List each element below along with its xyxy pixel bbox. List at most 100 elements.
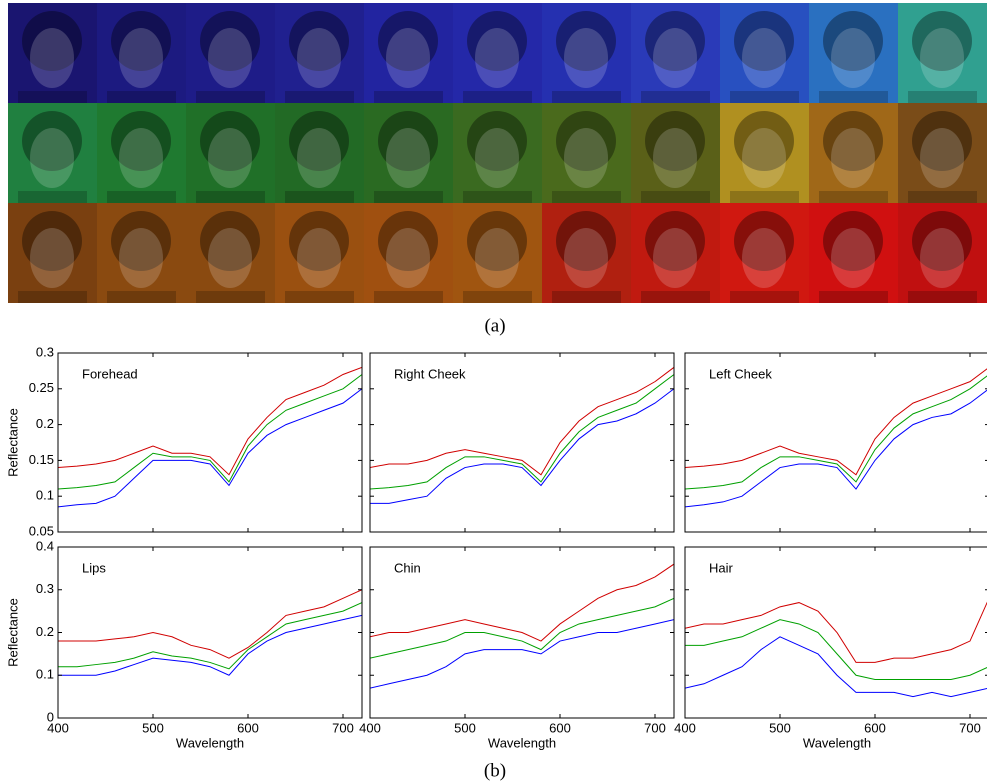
face — [386, 228, 430, 288]
face-tile — [8, 203, 97, 303]
face — [119, 128, 163, 188]
hair — [200, 111, 260, 171]
face-tile — [186, 203, 275, 303]
shoulders — [463, 191, 532, 203]
face-tile — [8, 103, 97, 203]
hair — [556, 11, 616, 71]
face — [831, 228, 875, 288]
y-tick-label: 0.1 — [36, 667, 54, 682]
chart: Left Cheek — [684, 352, 987, 533]
face-tile — [453, 3, 542, 103]
shoulders — [18, 291, 87, 303]
y-tick-label: 0 — [47, 709, 54, 724]
shoulders — [107, 291, 176, 303]
face — [742, 28, 786, 88]
face-tile — [542, 203, 631, 303]
y-tick-label: 0.4 — [36, 538, 54, 553]
plot-area — [685, 547, 987, 718]
face-tile — [720, 203, 809, 303]
hair — [734, 211, 794, 271]
hair — [289, 111, 349, 171]
face-tile — [186, 103, 275, 203]
series-line — [370, 366, 674, 476]
shoulders — [908, 291, 977, 303]
face — [30, 228, 74, 288]
series-line — [685, 619, 987, 681]
x-tick-label: 700 — [959, 720, 981, 735]
face — [831, 28, 875, 88]
x-tick-label: 500 — [142, 720, 164, 735]
shoulders — [285, 91, 354, 103]
plot-area — [370, 353, 674, 532]
plot-area — [58, 353, 362, 532]
series-line — [370, 563, 674, 642]
series-line — [685, 375, 987, 490]
y-tick-label: 0.05 — [29, 523, 54, 538]
face-tile — [720, 3, 809, 103]
face-tile — [542, 3, 631, 103]
face-tile — [809, 203, 898, 303]
hair — [467, 211, 527, 271]
shoulders — [196, 291, 265, 303]
panel-title: Lips — [82, 560, 106, 575]
series-line — [58, 366, 362, 476]
series-line — [58, 589, 362, 659]
panel-title: Right Cheek — [394, 366, 466, 381]
chart: 0.05 0.1 0.15 0.2 0.25 0.3 Forehead Reflectance — [5, 344, 363, 538]
hair — [111, 211, 171, 271]
face — [564, 228, 608, 288]
x-tick-label: 700 — [332, 720, 354, 735]
face-tile — [542, 103, 631, 203]
hair — [823, 11, 883, 71]
y-tick-label: 0.1 — [36, 488, 54, 503]
shoulders — [908, 91, 977, 103]
face — [119, 28, 163, 88]
face — [742, 228, 786, 288]
shoulders — [819, 91, 888, 103]
face — [297, 28, 341, 88]
shoulders — [18, 191, 87, 203]
series-line — [685, 389, 987, 508]
y-tick-label: 0.2 — [36, 416, 54, 431]
face — [208, 28, 252, 88]
shoulders — [463, 91, 532, 103]
y-tick-label: 0.2 — [36, 624, 54, 639]
face-tile — [275, 203, 364, 303]
hair — [289, 211, 349, 271]
hair — [556, 111, 616, 171]
face — [920, 228, 964, 288]
series-line — [58, 602, 362, 670]
shoulders — [730, 191, 799, 203]
face — [475, 228, 519, 288]
shoulders — [285, 291, 354, 303]
hair — [378, 111, 438, 171]
face-tile — [898, 3, 987, 103]
y-axis-label: Reflectance — [5, 408, 20, 477]
face — [386, 28, 430, 88]
series-line — [370, 374, 674, 490]
chart: 400 500 600 700 Chin Wavelength — [359, 546, 675, 750]
x-tick-label: 400 — [674, 720, 696, 735]
x-tick-label: 500 — [454, 720, 476, 735]
chart: 400 500 600 700 Hair Wavelength — [674, 546, 987, 750]
face-tile — [898, 203, 987, 303]
face-tile — [186, 3, 275, 103]
x-axis-label: Wavelength — [488, 735, 556, 750]
face-tile — [8, 3, 97, 103]
hair — [645, 11, 705, 71]
face — [564, 128, 608, 188]
hair — [289, 11, 349, 71]
x-tick-label: 700 — [644, 720, 666, 735]
face-tile — [898, 103, 987, 203]
shoulders — [730, 291, 799, 303]
face-tile — [809, 103, 898, 203]
face-tile — [275, 3, 364, 103]
x-tick-label: 500 — [769, 720, 791, 735]
hair — [823, 211, 883, 271]
hair — [200, 11, 260, 71]
x-tick-label: 400 — [47, 720, 69, 735]
face-tile — [631, 103, 720, 203]
shoulders — [18, 91, 87, 103]
series-line — [685, 368, 987, 476]
hair — [912, 11, 972, 71]
